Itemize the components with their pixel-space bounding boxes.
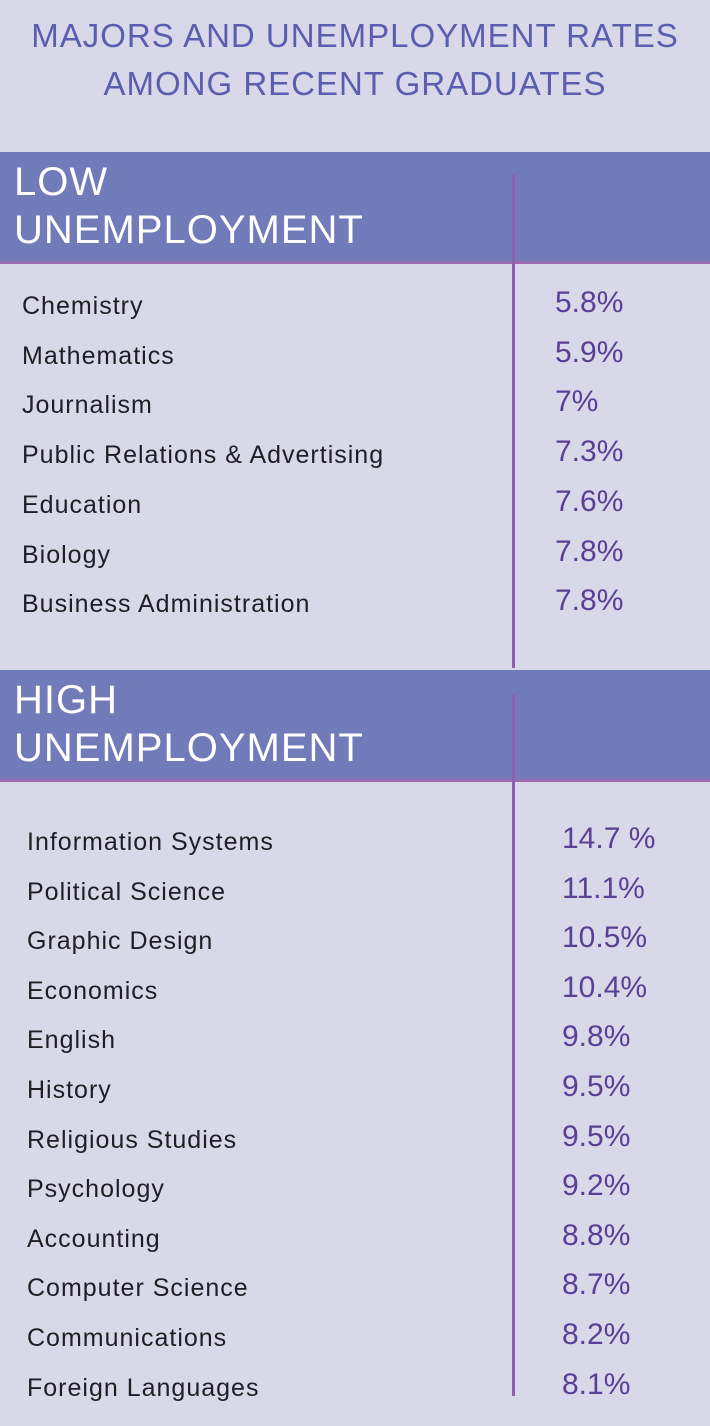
- row-label: Psychology: [27, 1175, 165, 1204]
- row-value: 7.8%: [555, 584, 624, 618]
- row-value: 9.5%: [562, 1070, 631, 1103]
- row-value: 7.8%: [555, 534, 624, 568]
- row-label: History: [27, 1076, 112, 1104]
- row-label: Education: [22, 490, 143, 519]
- row-value: 8.7%: [562, 1268, 631, 1302]
- row-value: 14.7 %: [562, 822, 656, 855]
- row-value: 9.8%: [562, 1020, 631, 1054]
- row-label: Economics: [27, 976, 159, 1005]
- section-header-high: HIGH UNEMPLOYMENT: [0, 670, 710, 782]
- row-value: 7.3%: [555, 435, 624, 469]
- row-label: Religious Studies: [27, 1125, 238, 1154]
- row-value: 10.5%: [562, 921, 648, 955]
- row-value: 10.4%: [562, 970, 648, 1004]
- row-value: 8.1%: [562, 1367, 631, 1401]
- row-label: Communications: [27, 1324, 228, 1352]
- row-label: Biology: [22, 540, 111, 569]
- chart-title: MAJORS AND UNEMPLOYMENT RATES AMONG RECE…: [31, 17, 679, 102]
- row-label: Mathematics: [22, 341, 175, 370]
- row-label: English: [27, 1026, 116, 1055]
- row-value: 5.9%: [555, 335, 624, 369]
- section-heading: HIGH UNEMPLOYMENT: [14, 678, 364, 770]
- section-heading: LOW UNEMPLOYMENT: [14, 160, 364, 252]
- row-label: Public Relations & Advertising: [22, 441, 385, 470]
- row-value: 9.2%: [562, 1169, 631, 1203]
- row-value: 5.8%: [555, 286, 624, 319]
- row-label: Foreign Languages: [27, 1373, 260, 1402]
- column-divider: [512, 175, 515, 668]
- row-label: Business Administration: [22, 590, 311, 619]
- row-label: Political Science: [27, 877, 227, 906]
- row-label: Computer Science: [27, 1274, 249, 1303]
- row-label: Graphic Design: [27, 927, 214, 956]
- row-value: 7%: [555, 385, 599, 419]
- row-value: 7.6%: [555, 484, 624, 518]
- row-label: Information Systems: [27, 828, 274, 856]
- row-value: 11.1%: [562, 871, 645, 905]
- row-value: 9.5%: [562, 1119, 631, 1153]
- row-label: Journalism: [22, 391, 153, 420]
- section-header-low: LOW UNEMPLOYMENT: [0, 152, 710, 264]
- column-divider: [512, 695, 515, 1396]
- row-label: Accounting: [27, 1224, 161, 1253]
- row-value: 8.8%: [562, 1218, 631, 1252]
- row-value: 8.2%: [562, 1318, 631, 1351]
- row-label: Chemistry: [22, 292, 144, 320]
